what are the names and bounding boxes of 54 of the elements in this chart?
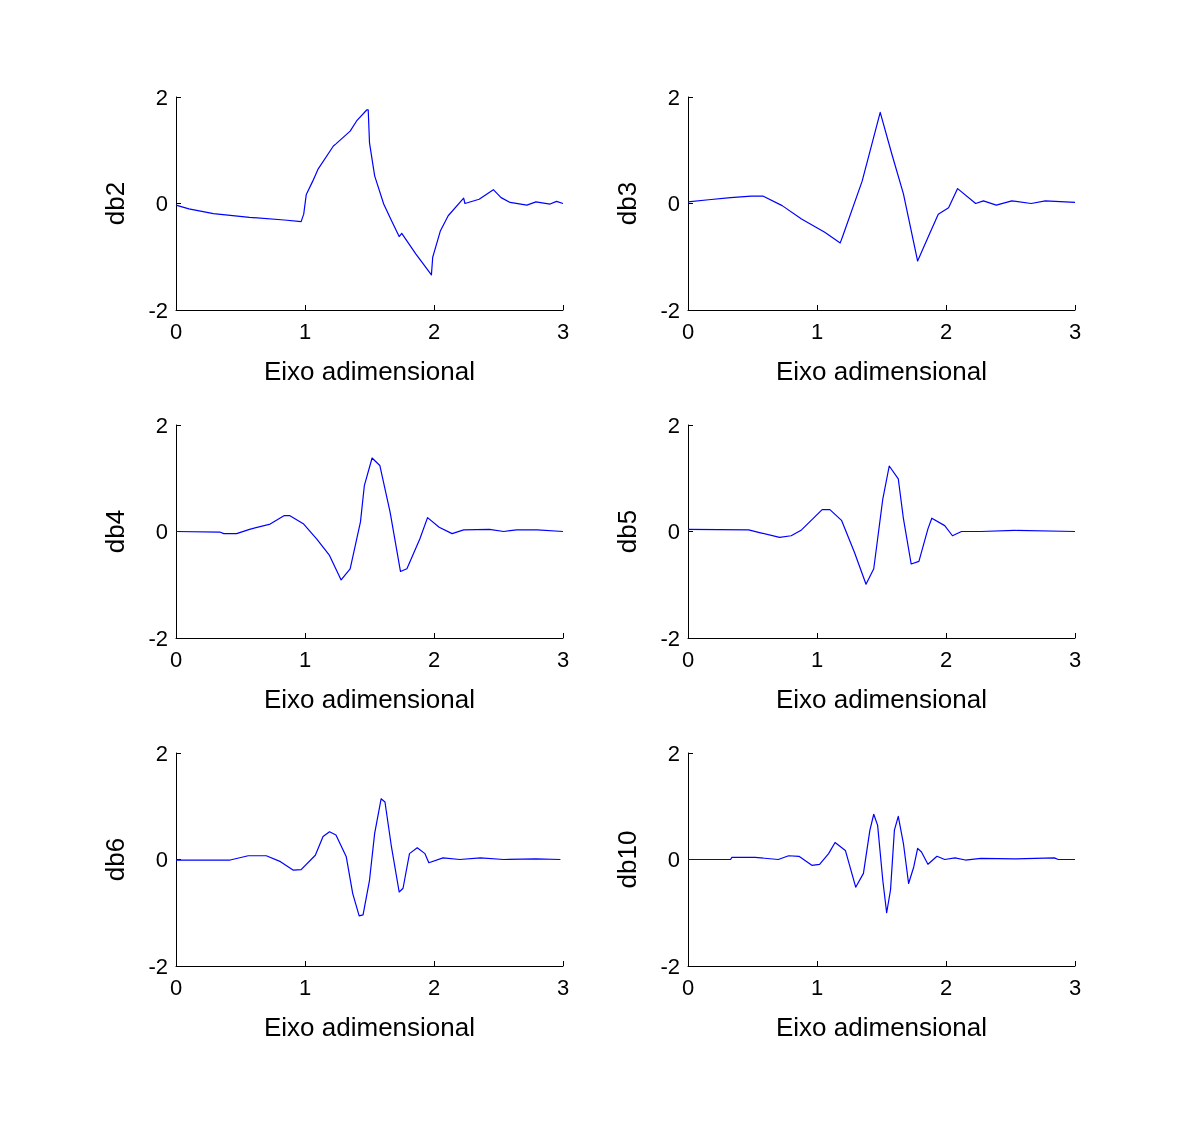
x-tick-label: 2 [939,318,953,344]
line-series [687,111,1076,262]
y-tick-label: 2 [155,740,168,766]
y-tick-label: 2 [667,412,680,438]
line-series [175,457,564,581]
x-tick-label: 3 [556,974,570,1000]
x-tick-label: 2 [427,318,441,344]
x-axis-title: Eixo adimensional [263,1012,476,1042]
line-series [687,465,1076,585]
x-tick-label: 3 [1068,318,1082,344]
y-tick-label: 0 [155,191,168,216]
x-tick-label: 2 [939,974,953,1000]
y-tick-label: 2 [155,84,168,110]
x-tick-label: 1 [298,646,312,672]
x-tick-label: 3 [556,318,570,344]
x-axis-title: Eixo adimensional [775,1012,988,1042]
x-axis-title: Eixo adimensional [775,356,988,386]
y-tick-label: -2 [660,953,680,979]
y-axis-title: db10 [612,830,642,889]
y-axis-title: db4 [100,509,130,554]
x-tick-label: 3 [556,646,570,672]
y-tick-label: -2 [660,625,680,651]
x-tick-label: 1 [298,974,312,1000]
y-tick-label: 0 [667,191,680,216]
y-axis-title: db2 [100,181,130,226]
y-axis-title: db6 [100,837,130,882]
x-tick-label: 2 [939,646,953,672]
y-tick-label: -2 [148,953,168,979]
x-tick-label: 1 [298,318,312,344]
line-series [175,798,562,917]
y-tick-label: 2 [667,84,680,110]
y-tick-label: -2 [660,297,680,323]
x-tick-label: 2 [427,974,441,1000]
x-tick-label: 3 [1068,974,1082,1000]
y-tick-label: 0 [155,847,168,872]
y-axis-title: db5 [612,509,642,554]
y-tick-label: 2 [155,412,168,438]
y-tick-label: 0 [155,519,168,544]
y-tick-label: -2 [148,625,168,651]
y-tick-label: 2 [667,740,680,766]
x-axis-title: Eixo adimensional [263,684,476,714]
x-tick-label: 1 [810,646,824,672]
y-tick-label: 0 [667,519,680,544]
x-tick-label: 2 [427,646,441,672]
line-series [175,109,564,276]
y-axis-title: db3 [612,181,642,226]
y-tick-label: -2 [148,297,168,323]
x-axis-title: Eixo adimensional [263,356,476,386]
x-tick-label: 1 [810,318,824,344]
line-series [687,813,1076,914]
y-tick-label: 0 [667,847,680,872]
x-tick-label: 1 [810,974,824,1000]
x-tick-label: 3 [1068,646,1082,672]
x-axis-title: Eixo adimensional [775,684,988,714]
